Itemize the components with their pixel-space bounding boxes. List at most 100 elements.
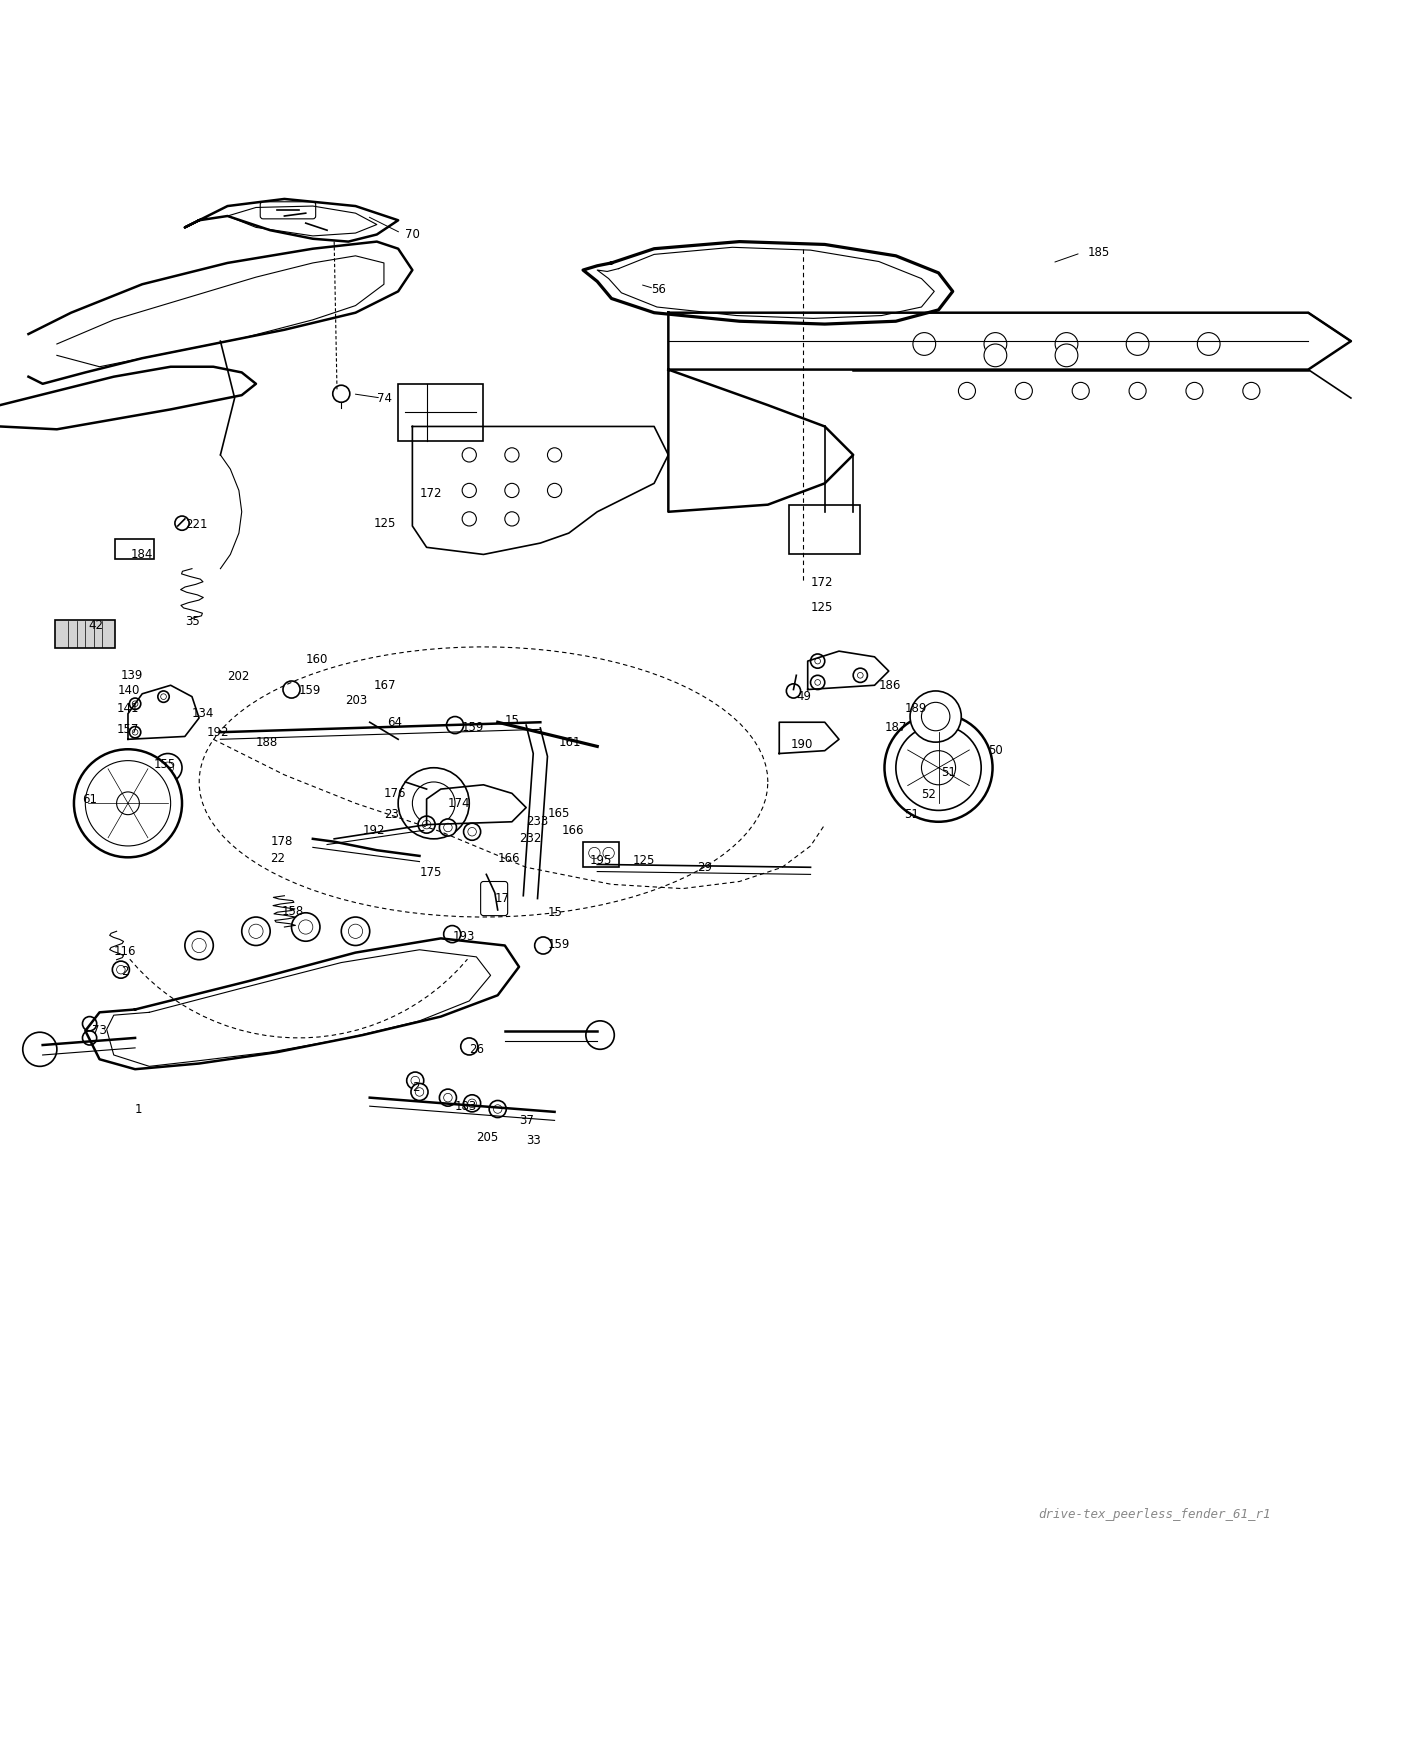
- Circle shape: [74, 749, 182, 857]
- Text: 2: 2: [412, 1081, 419, 1095]
- FancyBboxPatch shape: [789, 504, 860, 554]
- FancyBboxPatch shape: [55, 621, 115, 649]
- Circle shape: [249, 924, 263, 938]
- Text: 159: 159: [547, 938, 570, 950]
- Circle shape: [462, 511, 476, 525]
- Text: 193: 193: [452, 931, 475, 943]
- Text: 116: 116: [114, 945, 137, 957]
- Text: 221: 221: [185, 518, 208, 531]
- Circle shape: [129, 726, 141, 739]
- Circle shape: [112, 961, 129, 978]
- Circle shape: [589, 848, 600, 859]
- Circle shape: [1186, 383, 1203, 400]
- Circle shape: [292, 913, 320, 941]
- FancyBboxPatch shape: [583, 841, 619, 867]
- Text: 141: 141: [117, 702, 139, 714]
- Text: 139: 139: [121, 668, 144, 682]
- Circle shape: [444, 823, 452, 832]
- Circle shape: [547, 448, 562, 462]
- Circle shape: [1015, 383, 1032, 400]
- Text: 187: 187: [884, 721, 907, 735]
- Circle shape: [857, 672, 863, 679]
- Circle shape: [489, 1100, 506, 1118]
- Text: 189: 189: [904, 702, 927, 714]
- Circle shape: [333, 386, 350, 402]
- Circle shape: [418, 816, 435, 834]
- Text: 233: 233: [526, 815, 549, 829]
- Circle shape: [535, 936, 552, 954]
- Text: 33: 33: [526, 1134, 540, 1146]
- Text: 184: 184: [131, 548, 154, 561]
- Text: 190: 190: [791, 739, 813, 751]
- Text: 172: 172: [419, 487, 442, 499]
- Text: 51: 51: [904, 807, 919, 822]
- Circle shape: [1072, 383, 1089, 400]
- Circle shape: [439, 820, 456, 836]
- Circle shape: [341, 917, 370, 945]
- Circle shape: [586, 1021, 614, 1049]
- Text: 159: 159: [462, 721, 485, 735]
- Circle shape: [299, 920, 313, 934]
- Circle shape: [117, 792, 139, 815]
- Circle shape: [398, 767, 469, 839]
- Text: 2: 2: [121, 964, 128, 978]
- Circle shape: [1129, 383, 1146, 400]
- Circle shape: [984, 344, 1007, 367]
- Text: 37: 37: [519, 1114, 533, 1127]
- Text: 29: 29: [697, 860, 712, 874]
- FancyBboxPatch shape: [260, 201, 316, 219]
- Text: 22: 22: [270, 852, 286, 866]
- Circle shape: [415, 1088, 424, 1097]
- Text: 192: 192: [363, 823, 385, 837]
- Circle shape: [493, 1105, 502, 1112]
- Circle shape: [411, 1077, 419, 1084]
- Text: drive-tex_peerless_fender_61_r1: drive-tex_peerless_fender_61_r1: [1038, 1507, 1271, 1521]
- Text: 202: 202: [228, 670, 250, 684]
- Text: 195: 195: [590, 853, 613, 867]
- FancyBboxPatch shape: [398, 384, 483, 441]
- Circle shape: [117, 966, 125, 973]
- Text: 176: 176: [384, 786, 407, 800]
- Circle shape: [1243, 383, 1260, 400]
- Text: 158: 158: [282, 904, 304, 919]
- Text: 49: 49: [796, 689, 812, 703]
- Circle shape: [129, 698, 141, 709]
- Text: 166: 166: [562, 823, 584, 837]
- Circle shape: [547, 483, 562, 497]
- Text: 74: 74: [377, 391, 392, 404]
- Text: 64: 64: [387, 716, 402, 728]
- Circle shape: [158, 691, 169, 702]
- Circle shape: [921, 751, 956, 785]
- Circle shape: [412, 783, 455, 825]
- Circle shape: [283, 681, 300, 698]
- Circle shape: [984, 333, 1007, 356]
- Circle shape: [132, 702, 138, 707]
- Text: 15: 15: [505, 714, 519, 728]
- Circle shape: [811, 654, 825, 668]
- Circle shape: [786, 684, 801, 698]
- Circle shape: [1055, 344, 1078, 367]
- Circle shape: [811, 675, 825, 689]
- Text: 192: 192: [206, 726, 229, 739]
- Circle shape: [1055, 333, 1078, 356]
- Circle shape: [603, 848, 614, 859]
- Text: 161: 161: [559, 735, 582, 749]
- Text: 205: 205: [476, 1130, 499, 1144]
- Circle shape: [913, 333, 936, 356]
- Text: 17: 17: [495, 892, 510, 904]
- Circle shape: [439, 1090, 456, 1105]
- Circle shape: [464, 1095, 481, 1112]
- Text: 175: 175: [419, 866, 442, 880]
- Text: 186: 186: [879, 679, 902, 691]
- Text: 125: 125: [633, 853, 656, 867]
- Text: 174: 174: [448, 797, 471, 809]
- FancyBboxPatch shape: [115, 539, 154, 559]
- Text: 1: 1: [135, 1102, 142, 1116]
- Text: 185: 185: [1088, 247, 1111, 259]
- Circle shape: [132, 730, 138, 735]
- Circle shape: [815, 679, 820, 686]
- Circle shape: [422, 820, 431, 829]
- Text: 42: 42: [88, 619, 104, 633]
- Text: 23: 23: [384, 807, 398, 822]
- Circle shape: [462, 448, 476, 462]
